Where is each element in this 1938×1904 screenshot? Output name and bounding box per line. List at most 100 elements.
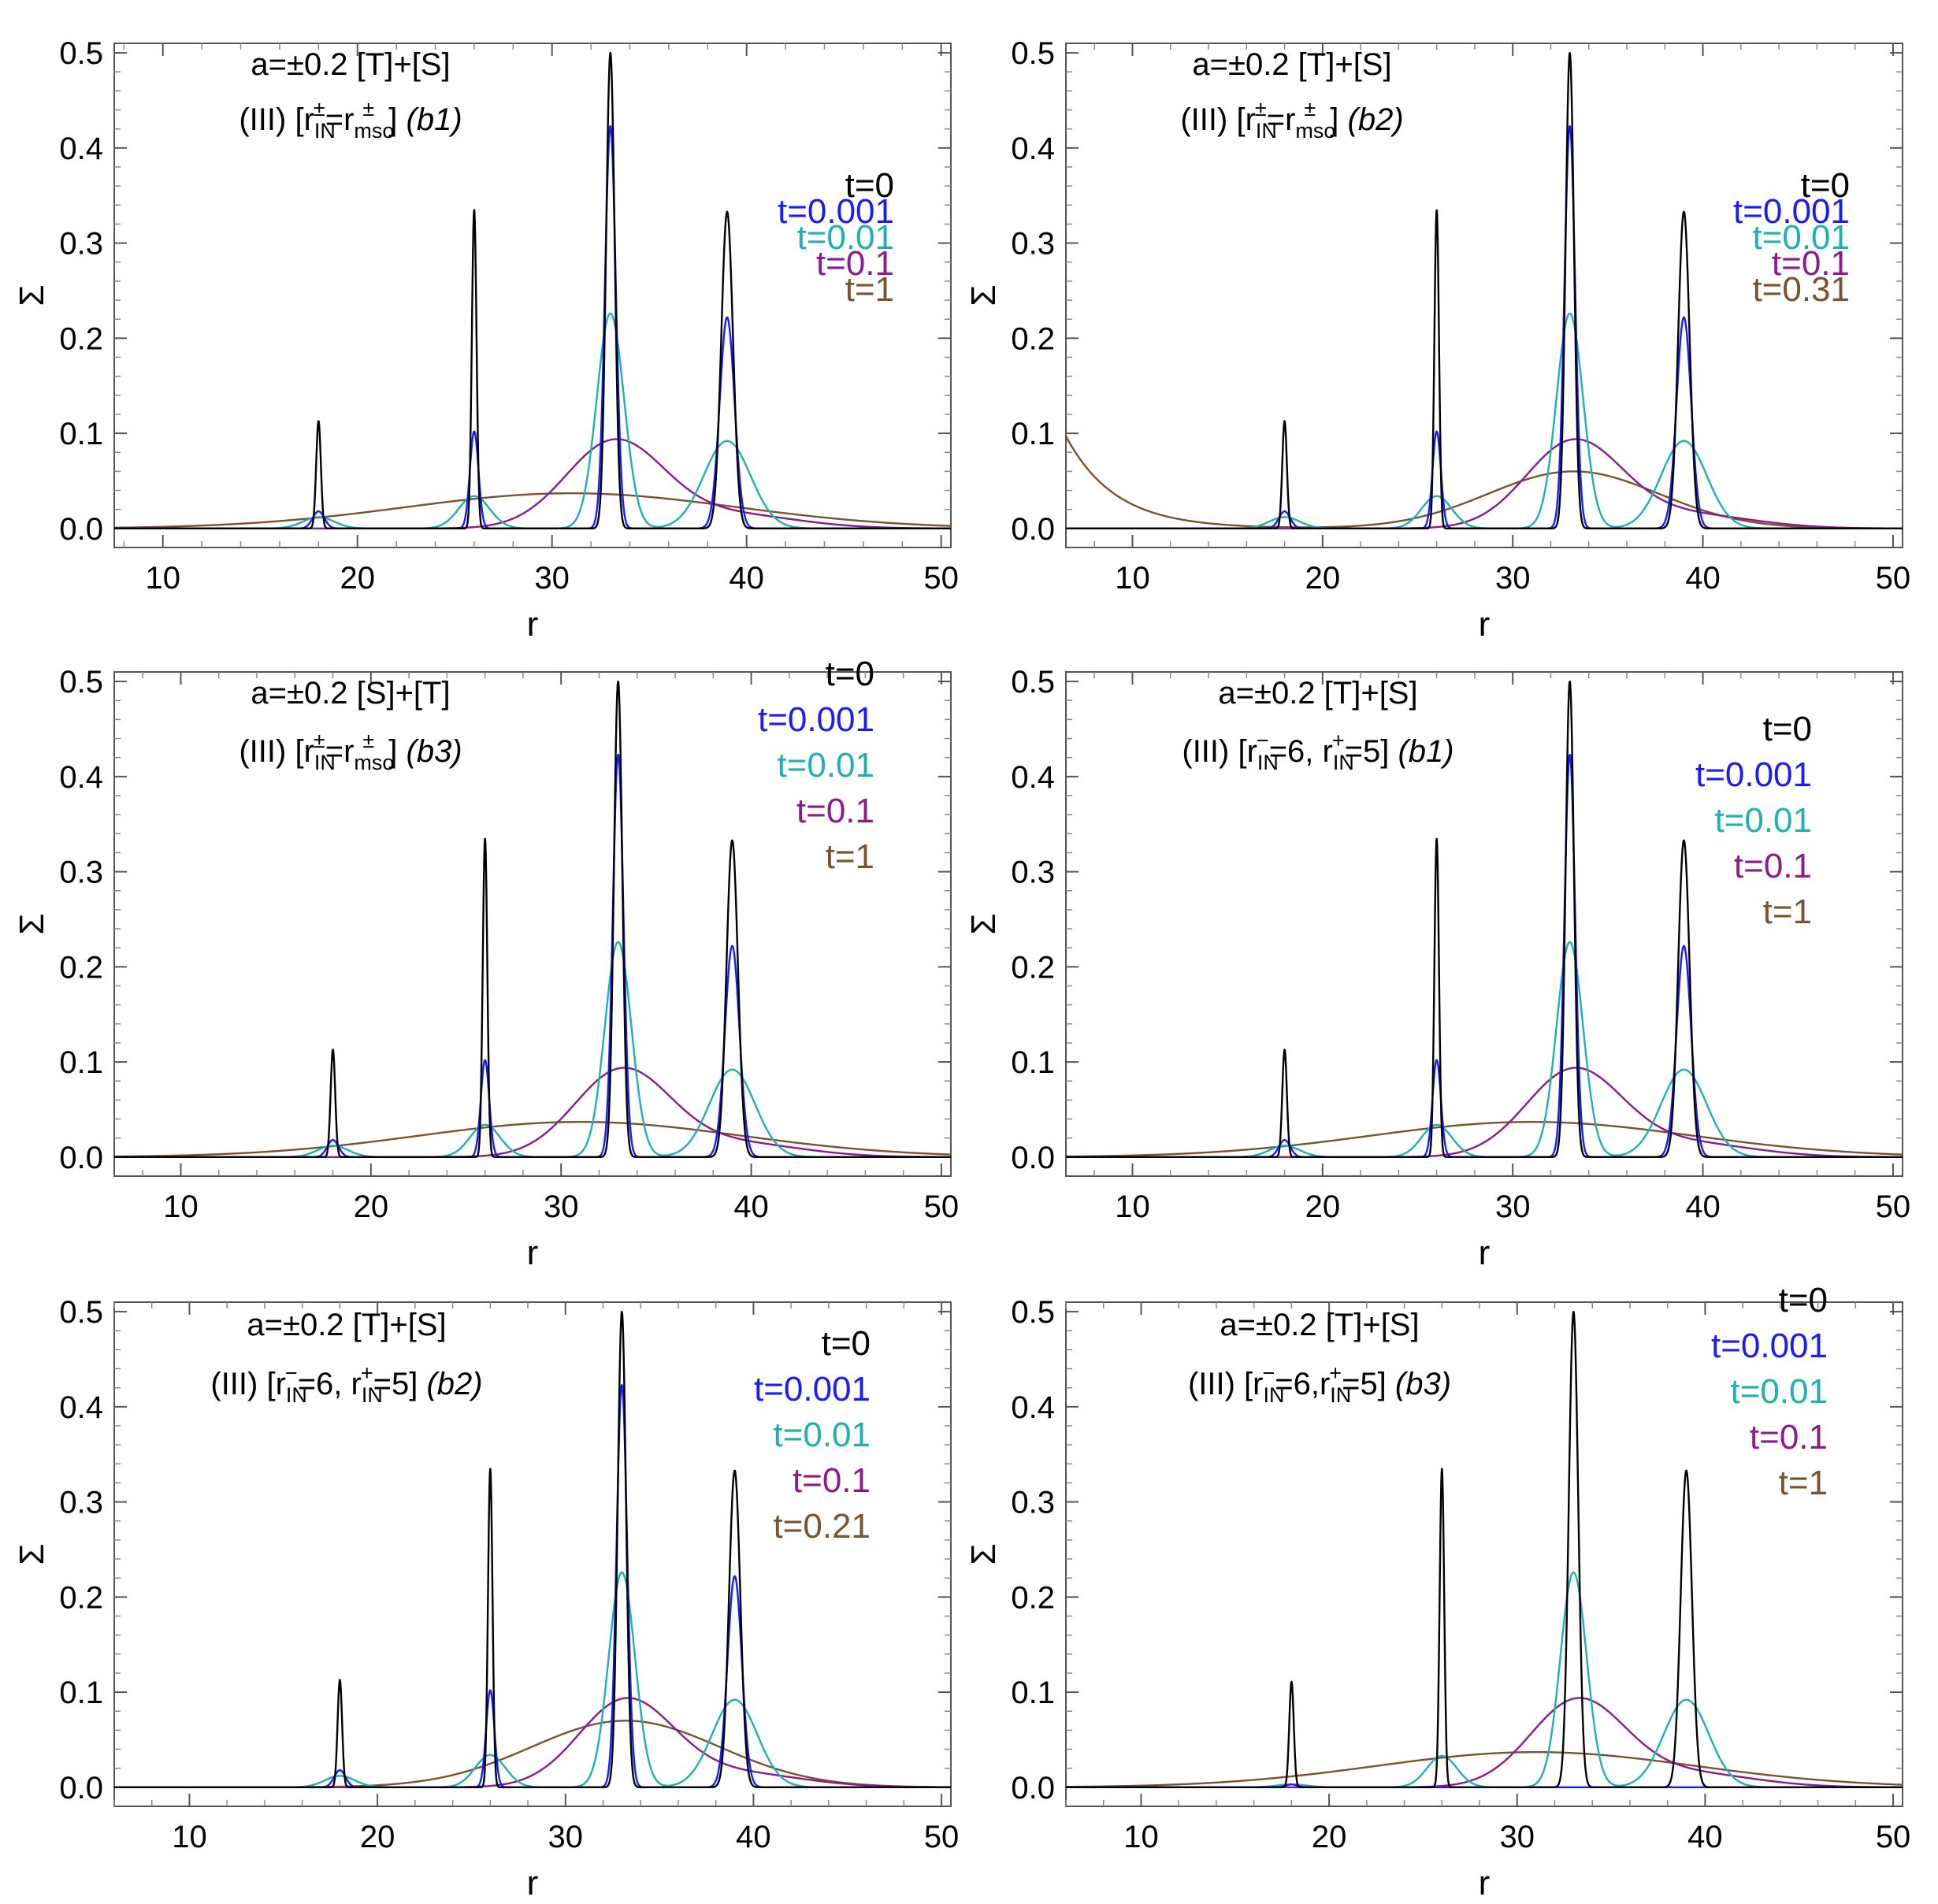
x-tick-label: 30 bbox=[548, 1820, 584, 1854]
title-sub: mso bbox=[1295, 119, 1335, 143]
title-sup: ± bbox=[1255, 97, 1267, 121]
plot-frame bbox=[113, 671, 952, 1177]
panel-title-line2: (III) [rIN±=rmso±] (b3) bbox=[239, 729, 462, 774]
x-tick-label: 50 bbox=[923, 561, 959, 596]
title-bracket: ] bbox=[1330, 102, 1338, 137]
x-axis-label: r bbox=[1479, 605, 1491, 644]
series-line-t-1 bbox=[1066, 1120, 1903, 1158]
x-tick-label: 10 bbox=[1115, 1190, 1150, 1224]
x-tick-label: 50 bbox=[1876, 1190, 1911, 1224]
title-mid: =6, r bbox=[298, 1367, 362, 1401]
y-tick-label: 0.5 bbox=[59, 36, 103, 71]
x-tick-label: 50 bbox=[924, 1190, 960, 1224]
title-eq: =r bbox=[325, 734, 355, 769]
title-bracket: ] bbox=[388, 734, 397, 769]
y-tick-label: 0.1 bbox=[1011, 1045, 1055, 1080]
legend-entry: t=0 bbox=[826, 655, 874, 693]
title-space bbox=[397, 734, 406, 769]
panel-3: 10 20 30 40 50 0.0 0.1 0.2 0.3 0.4 0.5 r Σa=±0.2 [S]… bbox=[13, 655, 959, 1272]
x-tick-label: 50 bbox=[924, 1820, 960, 1854]
series-line-t-0 bbox=[1066, 680, 1903, 1159]
legend-entry: t=0.001 bbox=[1733, 192, 1850, 231]
y-tick-label: 0.3 bbox=[59, 1486, 103, 1520]
legend-entry: t=0.01 bbox=[796, 218, 894, 257]
title-sup: ± bbox=[362, 97, 374, 121]
y-tick-label: 0.2 bbox=[59, 321, 103, 356]
legend-entry: t=0.01 bbox=[773, 1416, 871, 1454]
plot-frame bbox=[113, 1301, 952, 1807]
x-tick-label: 10 bbox=[145, 561, 180, 596]
legend-entry: t=1 bbox=[1779, 1464, 1828, 1502]
title-sub: IN bbox=[1257, 751, 1279, 774]
legend-entry: t=0.1 bbox=[1772, 244, 1850, 283]
y-tick-label: 0.5 bbox=[59, 665, 103, 700]
title-sub: IN bbox=[1333, 751, 1354, 774]
title-tag: (b2) bbox=[426, 1367, 482, 1401]
legend-entry: t=1 bbox=[1763, 893, 1812, 931]
x-axis-label: r bbox=[1479, 1234, 1491, 1272]
panel-title-line2: (III) [rIN±=rmso±] (b1) bbox=[239, 97, 462, 143]
legend-entry: t=1 bbox=[845, 270, 894, 309]
legend-entry: t=0.1 bbox=[1750, 1418, 1828, 1457]
series-line-t-0-1 bbox=[1066, 1067, 1903, 1159]
x-tick-label: 20 bbox=[340, 561, 375, 596]
y-axis-label: Σ bbox=[964, 1543, 1003, 1564]
title-mid: =6, r bbox=[1269, 734, 1333, 769]
x-tick-label: 50 bbox=[1876, 1820, 1911, 1854]
plot-frame bbox=[1065, 1301, 1903, 1807]
series-line-t-0-31 bbox=[1066, 436, 1903, 529]
x-tick-label: 30 bbox=[534, 561, 570, 596]
y-tick-label: 0.0 bbox=[59, 1771, 103, 1806]
y-tick-label: 0.1 bbox=[59, 417, 103, 451]
series-line-t-0-21 bbox=[114, 1720, 951, 1789]
y-tick-label: 0.2 bbox=[1011, 321, 1055, 356]
title-sup: − bbox=[285, 1361, 298, 1385]
series-line-t-0 bbox=[114, 51, 951, 530]
title-sup: − bbox=[1262, 1361, 1275, 1385]
title-eq: =r bbox=[325, 102, 355, 137]
y-tick-label: 0.2 bbox=[1011, 1580, 1055, 1615]
x-tick-label: 20 bbox=[1305, 561, 1341, 596]
y-tick-label: 0.2 bbox=[1011, 950, 1055, 985]
panel-title-line2: (III) [rIN±=rmso±] (b2) bbox=[1180, 97, 1403, 143]
y-tick-label: 0.3 bbox=[1011, 1486, 1055, 1520]
x-tick-label: 40 bbox=[736, 1820, 771, 1854]
series-line-t-0-1 bbox=[114, 1067, 951, 1159]
title-mid: =6,r bbox=[1275, 1367, 1330, 1401]
y-tick-label: 0.5 bbox=[59, 1295, 103, 1330]
legend-entry: t=1 bbox=[826, 837, 874, 876]
title-prefix: (III) [r bbox=[239, 734, 314, 769]
legend-entry: t=0 bbox=[1763, 710, 1812, 748]
y-tick-label: 0.5 bbox=[1011, 665, 1055, 700]
panel-title-line2: (III) [rIN−=6, rIN+=5] (b2) bbox=[210, 1361, 482, 1407]
y-tick-label: 0.2 bbox=[59, 950, 103, 985]
legend-entry: t=0 bbox=[822, 1324, 871, 1363]
panel-6: 10 20 30 40 50 0.0 0.1 0.2 0.3 0.4 0.5 r Σa=±0.2 [T]… bbox=[964, 1281, 1910, 1902]
legend-entry: t=0.001 bbox=[754, 1370, 871, 1409]
legend-entry: t=0.01 bbox=[1714, 801, 1812, 840]
series-line-t-0 bbox=[114, 1310, 951, 1789]
series-line-t-0-001 bbox=[114, 124, 951, 530]
x-tick-label: 10 bbox=[163, 1190, 199, 1224]
x-tick-label: 40 bbox=[1687, 1820, 1723, 1854]
title-end: =5] bbox=[1342, 1367, 1387, 1401]
panel-2: 10 20 30 40 50 0.0 0.1 0.2 0.3 0.4 0.5 r Σa=±0.2 [T]… bbox=[964, 36, 1910, 644]
x-tick-label: 50 bbox=[1876, 561, 1911, 596]
title-space bbox=[418, 1367, 426, 1401]
y-tick-label: 0.5 bbox=[1011, 1295, 1055, 1330]
series-line-t-0-1 bbox=[114, 1697, 951, 1789]
x-tick-label: 30 bbox=[1495, 1190, 1531, 1224]
plot-frame bbox=[1065, 671, 1903, 1177]
legend-entry: t=0.31 bbox=[1752, 270, 1850, 309]
y-tick-label: 0.1 bbox=[59, 1045, 103, 1080]
series-line-t-1 bbox=[1066, 1750, 1903, 1788]
title-sub: IN bbox=[1263, 1383, 1284, 1407]
panel-title-line1: a=±0.2 [T]+[S] bbox=[1220, 1308, 1419, 1342]
title-prefix: (III) [r bbox=[210, 1367, 286, 1401]
series-line-t-0-001 bbox=[1066, 124, 1903, 530]
title-sub: IN bbox=[1256, 119, 1277, 143]
title-prefix: (III) [r bbox=[1182, 734, 1257, 769]
y-axis-label: Σ bbox=[13, 913, 51, 934]
title-bracket: ] bbox=[388, 102, 397, 137]
